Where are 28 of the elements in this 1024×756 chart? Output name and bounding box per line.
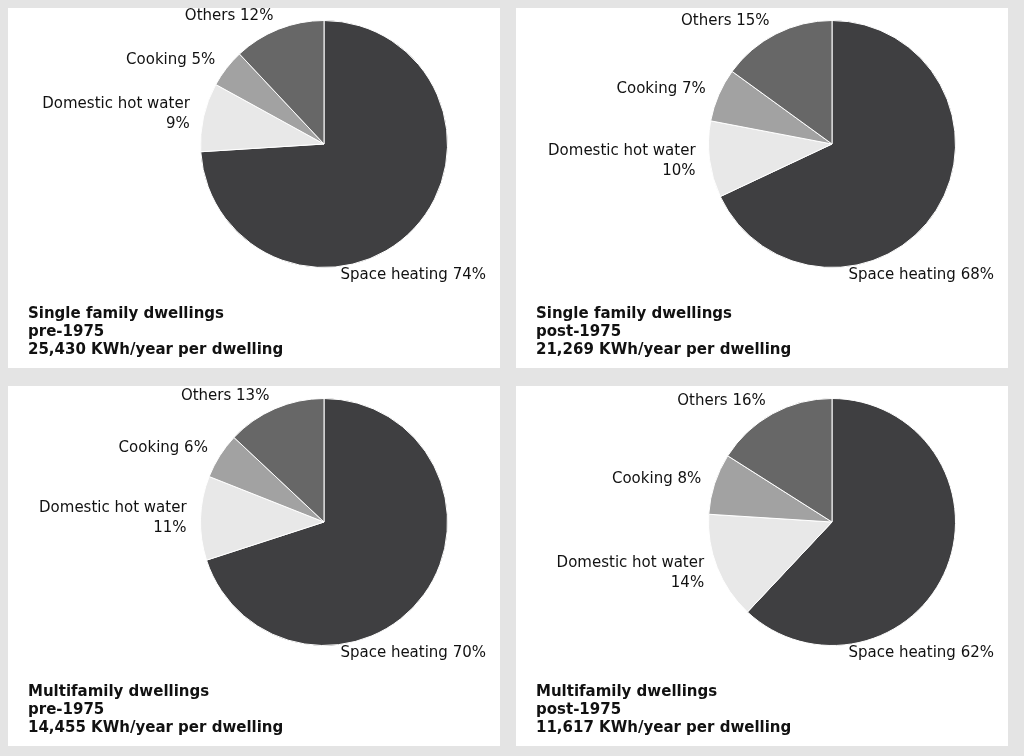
slice-label: Space heating 68% bbox=[848, 265, 994, 284]
slice-label: Domestic hot water bbox=[42, 93, 191, 112]
text: Multifamily dwellings post-1975 bbox=[536, 682, 719, 718]
slice-label: Others 13% bbox=[180, 385, 270, 404]
text: 11,617 KWh/year per dwelling bbox=[536, 718, 792, 736]
text: 14,455 KWh/year per dwelling bbox=[28, 718, 284, 736]
slice-label: Domestic hot water bbox=[39, 497, 188, 516]
slice-label: Cooking 6% bbox=[118, 438, 208, 457]
text: 21,269 KWh/year per dwelling bbox=[536, 340, 792, 358]
slice-label: Others 12% bbox=[184, 6, 274, 25]
data-label: 10% bbox=[662, 161, 696, 180]
data-label: 11% bbox=[153, 517, 187, 536]
slice-label: Cooking 8% bbox=[611, 469, 702, 488]
text: Single family dwellings pre-1975 bbox=[28, 304, 225, 340]
slice-label: Space heating 74% bbox=[340, 265, 486, 284]
text: 25,430 KWh/year per dwelling bbox=[28, 340, 284, 358]
slice-label: Others 15% bbox=[681, 11, 770, 30]
slice-label: Others 16% bbox=[677, 391, 766, 410]
slice-label: Domestic hot water bbox=[548, 141, 697, 160]
text: Multifamily dwellings pre-1975 bbox=[28, 682, 211, 718]
slice-label: Space heating 62% bbox=[848, 643, 994, 662]
data-label: 9% bbox=[166, 113, 190, 132]
slice-label: Space heating 70% bbox=[340, 643, 486, 662]
slice-label: Cooking 7% bbox=[616, 79, 706, 98]
slice-label: Domestic hot water bbox=[556, 552, 705, 571]
text: Single family dwellings post-1975 bbox=[536, 304, 733, 340]
data-label: 14% bbox=[670, 572, 705, 591]
slice-label: Cooking 5% bbox=[126, 49, 216, 68]
